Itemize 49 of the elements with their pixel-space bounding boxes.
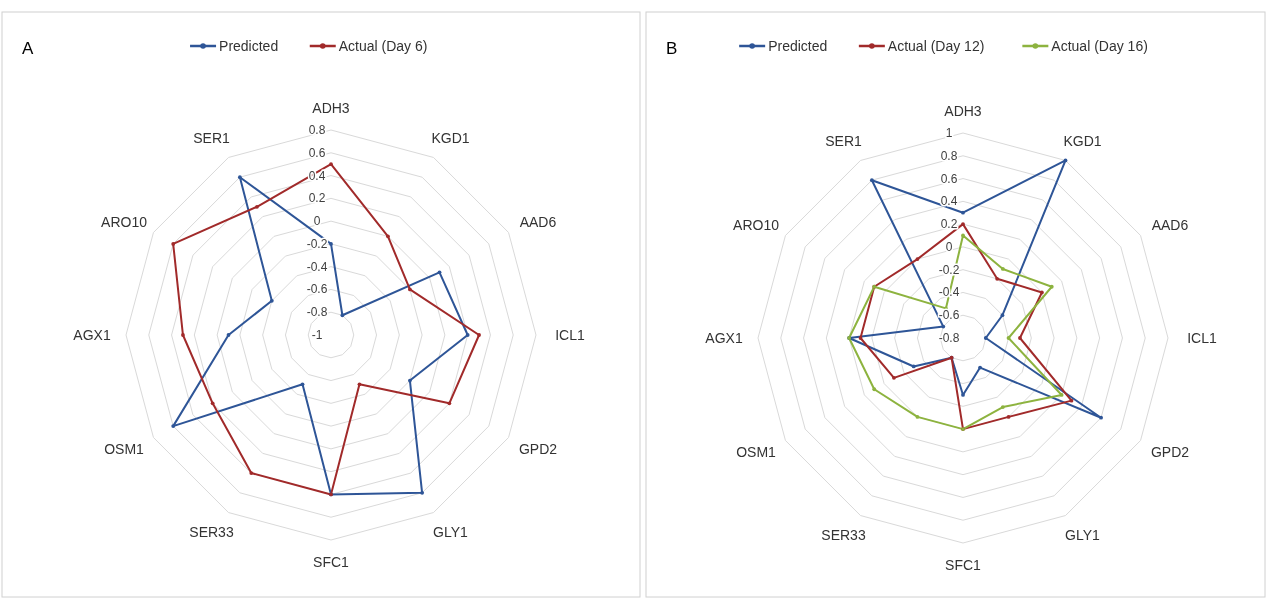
y-tick-label: 1: [945, 126, 953, 140]
y-tick-label: -0.4: [306, 259, 328, 274]
spoke-label: AAD6: [1151, 216, 1189, 233]
y-tick-label: 0.8: [308, 123, 326, 137]
legend-label: Actual (Day 12): [887, 38, 985, 54]
legend-label: Actual (Day 16): [1051, 38, 1148, 54]
chart-title: B: [666, 39, 678, 58]
spoke-label: AGX1: [705, 330, 743, 346]
y-tick-label: 0: [945, 239, 953, 254]
y-tick-label: 0.2: [308, 191, 326, 206]
y-tick-label: -0.8: [938, 331, 960, 345]
spoke-label: SER33: [189, 523, 234, 540]
legend-label: Predicted: [768, 38, 828, 54]
spoke-label: OSM1: [736, 443, 777, 460]
y-tick-label: -0.8: [306, 305, 328, 320]
y-tick-label: 0.6: [940, 171, 958, 186]
spoke-label: GPD2: [1150, 443, 1190, 460]
y-tick-label: 0.6: [308, 145, 326, 160]
spoke-label: SFC1: [945, 557, 982, 573]
spoke-label: SER1: [825, 133, 862, 150]
spoke-label: SFC1: [313, 554, 350, 570]
spoke-label: SER1: [193, 130, 230, 147]
y-tick-label: 0: [313, 214, 321, 229]
spoke-label: AGX1: [73, 327, 111, 343]
spoke-label: KGD1: [431, 130, 470, 147]
y-tick-label: -1: [311, 328, 323, 342]
y-tick-label: 0.2: [940, 217, 958, 232]
legend-label: Predicted: [219, 38, 279, 54]
spoke-label: ARO10: [733, 216, 780, 233]
y-tick-label: -0.2: [306, 236, 328, 251]
spoke-label: ARO10: [101, 213, 148, 230]
spoke-label: ADH3: [944, 103, 982, 119]
spoke-label: GPD2: [518, 440, 558, 457]
spoke-label: GLY1: [1065, 526, 1101, 543]
legend-label: Actual (Day 6): [338, 38, 428, 54]
y-tick-label: 0.8: [940, 148, 958, 163]
spoke-label: KGD1: [1063, 133, 1102, 150]
y-tick-label: 0.4: [308, 168, 326, 183]
spoke-label: ADH3: [312, 100, 350, 116]
y-tick-label: -0.6: [306, 282, 328, 297]
spoke-label: GLY1: [433, 523, 469, 540]
spoke-label: AAD6: [519, 213, 557, 230]
chart-title: A: [22, 39, 34, 58]
spoke-label: ICL1: [555, 327, 585, 343]
spoke-label: SER33: [821, 526, 866, 543]
y-tick-label: 0.4: [940, 194, 958, 209]
spoke-label: ICL1: [1187, 330, 1217, 346]
y-tick-label: -0.6: [938, 308, 960, 323]
spoke-label: OSM1: [104, 440, 145, 457]
